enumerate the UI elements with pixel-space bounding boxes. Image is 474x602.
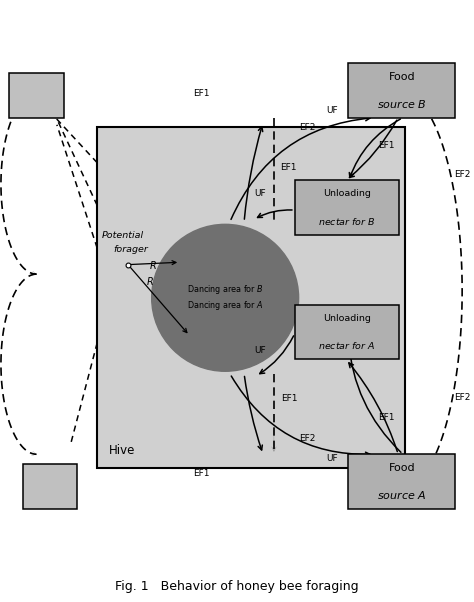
Text: EF1: EF1 xyxy=(378,412,394,421)
FancyArrowPatch shape xyxy=(349,119,401,178)
FancyArrowPatch shape xyxy=(231,116,370,219)
FancyArrowPatch shape xyxy=(349,120,397,178)
FancyArrowPatch shape xyxy=(349,363,397,452)
FancyArrowPatch shape xyxy=(231,376,370,457)
Text: EF1: EF1 xyxy=(193,89,210,98)
Bar xyxy=(9,73,64,117)
Text: Unloading: Unloading xyxy=(323,314,371,323)
Bar xyxy=(348,63,455,117)
Text: source $A$: source $A$ xyxy=(377,489,427,501)
Text: Fig. 1   Behavior of honey bee foraging: Fig. 1 Behavior of honey bee foraging xyxy=(115,580,359,594)
Text: Hive: Hive xyxy=(109,444,136,456)
Text: Dancing area for $B$: Dancing area for $B$ xyxy=(187,283,264,296)
Text: $R$: $R$ xyxy=(146,275,154,287)
Text: UF: UF xyxy=(326,455,337,464)
Text: EF2: EF2 xyxy=(299,435,315,444)
Text: $R$: $R$ xyxy=(149,259,157,272)
Text: Food: Food xyxy=(388,72,415,82)
FancyArrowPatch shape xyxy=(245,376,262,450)
Text: EF2: EF2 xyxy=(299,123,315,132)
Text: EF2: EF2 xyxy=(454,393,470,402)
Text: nectar for $B$: nectar for $B$ xyxy=(318,216,376,226)
Text: source $B$: source $B$ xyxy=(377,98,427,110)
Text: EF2: EF2 xyxy=(454,170,470,179)
Text: nectar for $A$: nectar for $A$ xyxy=(318,340,376,352)
Text: EF1: EF1 xyxy=(378,141,394,150)
Bar xyxy=(97,127,405,468)
Circle shape xyxy=(152,225,299,371)
Bar xyxy=(23,464,77,509)
Text: Dancing area for $A$: Dancing area for $A$ xyxy=(187,299,264,312)
Bar xyxy=(295,180,399,235)
FancyArrowPatch shape xyxy=(257,210,292,217)
FancyArrowPatch shape xyxy=(245,127,263,219)
FancyArrowPatch shape xyxy=(260,336,293,374)
Text: Food: Food xyxy=(388,463,415,473)
Text: UF: UF xyxy=(326,106,337,115)
FancyArrowPatch shape xyxy=(346,340,401,452)
Text: EF1: EF1 xyxy=(280,163,296,172)
Text: EF1: EF1 xyxy=(193,468,210,477)
Text: UF: UF xyxy=(254,346,265,355)
Text: UF: UF xyxy=(254,189,265,198)
Text: Potential: Potential xyxy=(102,231,144,240)
Bar xyxy=(295,305,399,359)
Bar xyxy=(348,455,455,509)
Text: forager: forager xyxy=(113,245,148,254)
Text: EF1: EF1 xyxy=(281,394,297,403)
Text: Unloading: Unloading xyxy=(323,190,371,199)
